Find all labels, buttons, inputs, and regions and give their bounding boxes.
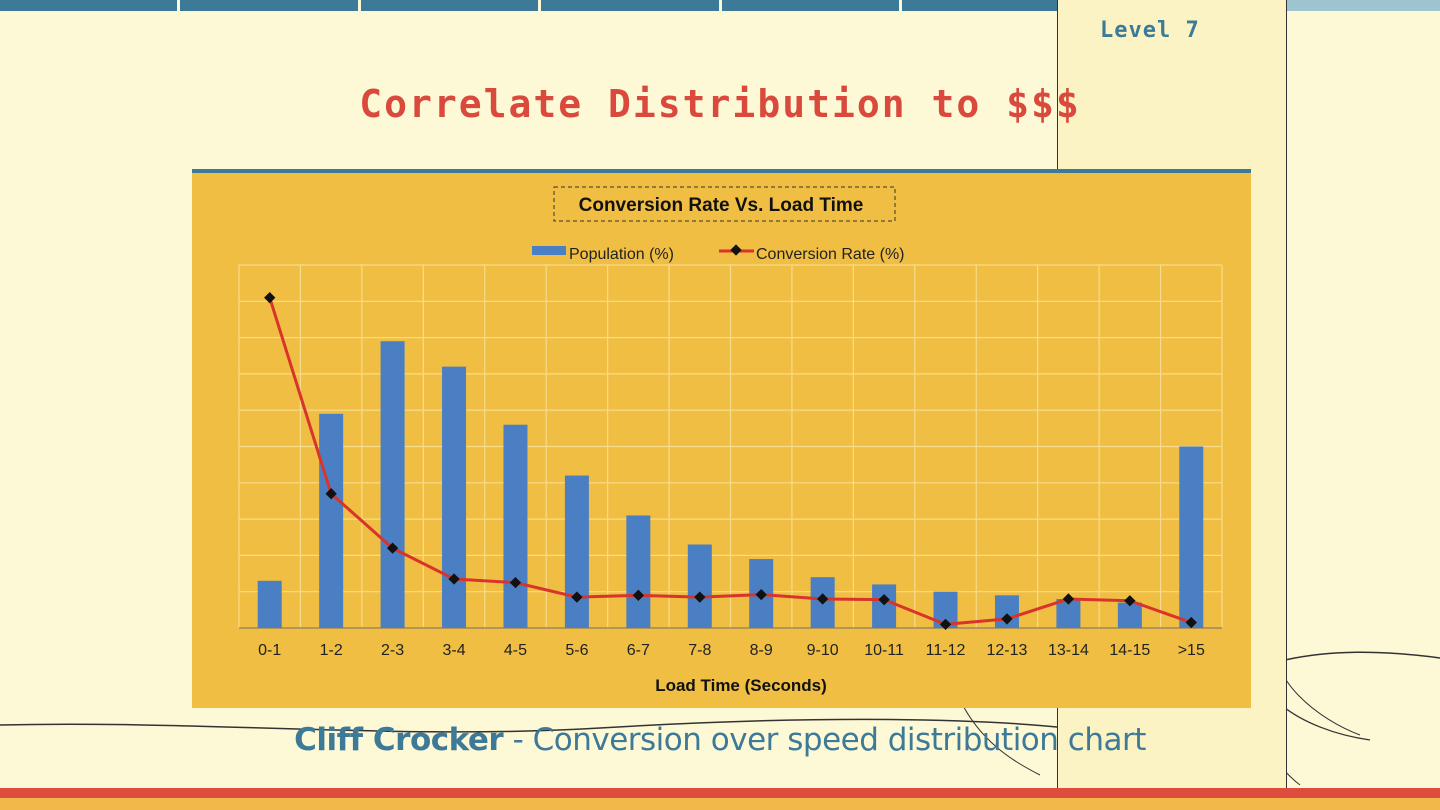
point-conversion-rate xyxy=(694,591,706,603)
conversion-chart: Conversion Rate Vs. Load Time Population … xyxy=(192,169,1251,708)
progress-segment xyxy=(901,0,1080,11)
bar-population xyxy=(872,584,897,628)
point-conversion-rate xyxy=(939,618,952,631)
progress-segment xyxy=(0,0,178,11)
level-label: Level 7 xyxy=(1100,18,1200,43)
x-axis-label: Load Time (Seconds) xyxy=(655,676,827,695)
x-tick-label: 5-6 xyxy=(565,642,588,659)
bar-population xyxy=(380,341,405,628)
bar-population xyxy=(1117,602,1142,628)
caption: Cliff Crocker - Conversion over speed di… xyxy=(0,722,1440,758)
point-conversion-rate xyxy=(878,594,890,606)
x-tick-label: 2-3 xyxy=(381,642,404,659)
x-tick-label: 1-2 xyxy=(320,642,343,659)
x-tick-label: 6-7 xyxy=(627,642,650,659)
progress-segment xyxy=(541,0,719,11)
bar-population xyxy=(1179,446,1204,628)
x-tick-label: 7-8 xyxy=(688,642,711,659)
progress-segment xyxy=(721,0,899,11)
point-conversion-rate xyxy=(816,593,829,605)
point-conversion-rate xyxy=(386,542,399,554)
point-conversion-rate xyxy=(325,488,337,500)
point-conversion-rate xyxy=(1062,593,1075,605)
bar-population xyxy=(257,580,282,628)
bar-population xyxy=(626,515,651,628)
bar-population xyxy=(564,475,589,628)
legend-label-conversion: Conversion Rate (%) xyxy=(756,246,905,263)
bottom-bar xyxy=(0,788,1440,810)
x-tick-label: 13-14 xyxy=(1048,642,1089,659)
x-tick-label: 11-12 xyxy=(926,642,966,659)
point-conversion-rate xyxy=(264,292,276,304)
line-conversion-rate xyxy=(268,297,1192,626)
slide-title: Correlate Distribution to $$$ xyxy=(359,82,1081,126)
caption-author: Cliff Crocker xyxy=(294,722,504,758)
progress-segment xyxy=(360,0,539,11)
x-tick-label: 12-13 xyxy=(987,642,1028,659)
point-conversion-rate xyxy=(571,591,583,603)
point-conversion-rate xyxy=(632,589,645,601)
point-conversion-rate xyxy=(1001,613,1013,625)
legend-marker-conversion xyxy=(730,244,742,256)
x-tick-label: 9-10 xyxy=(807,642,839,659)
bar-population xyxy=(319,413,344,628)
chart-title: Conversion Rate Vs. Load Time xyxy=(579,195,864,216)
bar-population xyxy=(503,424,528,628)
x-tick-label: 3-4 xyxy=(442,642,465,659)
x-tick-label: 8-9 xyxy=(750,642,773,659)
point-conversion-rate xyxy=(755,588,767,601)
legend-swatch-population xyxy=(532,246,566,255)
x-tick-label: 10-11 xyxy=(864,642,904,659)
x-tick-label: 0-1 xyxy=(258,642,281,659)
point-conversion-rate xyxy=(1185,616,1197,629)
chart-svg: Conversion Rate Vs. Load Time Population … xyxy=(238,186,1223,695)
legend-label-population: Population (%) xyxy=(569,246,674,263)
bar-population xyxy=(442,366,467,628)
x-tick-label: 14-15 xyxy=(1109,642,1150,659)
point-conversion-rate xyxy=(509,576,522,589)
bar-population xyxy=(687,544,712,628)
x-tick-label: 4-5 xyxy=(504,642,527,659)
point-conversion-rate xyxy=(448,573,460,585)
caption-text: - Conversion over speed distribution cha… xyxy=(503,722,1147,758)
progress-segment xyxy=(180,0,358,11)
chart-title-frame xyxy=(553,186,896,222)
point-conversion-rate xyxy=(1124,595,1136,607)
x-tick-label: >15 xyxy=(1178,642,1205,659)
progress-segment xyxy=(1262,0,1440,11)
